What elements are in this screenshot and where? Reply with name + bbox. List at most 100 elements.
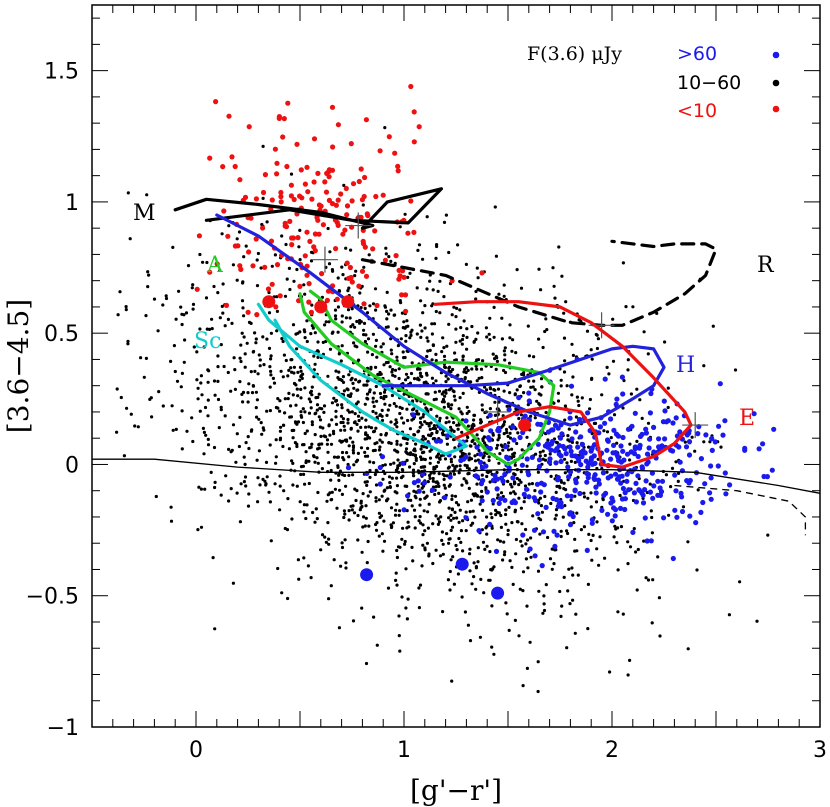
data-point-black-10-60 — [245, 341, 249, 345]
data-point-black-10-60 — [394, 404, 398, 408]
data-point-black-10-60 — [589, 491, 593, 495]
data-point-black-10-60 — [429, 407, 433, 411]
data-point-blue-gt60 — [683, 444, 690, 450]
data-point-black-10-60 — [543, 494, 547, 499]
data-point-black-10-60 — [286, 374, 290, 378]
data-point-black-10-60 — [369, 365, 373, 369]
data-point-black-10-60 — [555, 484, 559, 488]
data-point-black-10-60 — [454, 340, 458, 344]
data-point-black-10-60 — [255, 258, 259, 262]
data-point-black-10-60 — [480, 428, 484, 432]
data-point-black-10-60 — [452, 438, 456, 442]
data-point-black-10-60 — [321, 340, 325, 344]
data-point-black-10-60 — [453, 510, 457, 514]
data-point-black-10-60 — [416, 484, 420, 488]
data-point-black-10-60 — [541, 449, 545, 453]
data-point-black-10-60 — [235, 237, 239, 241]
data-point-black-10-60 — [276, 566, 280, 571]
data-point-black-10-60 — [404, 334, 408, 338]
data-point-red-lt10 — [225, 233, 231, 239]
data-point-black-10-60 — [287, 391, 291, 395]
data-point-black-10-60 — [428, 456, 433, 460]
y-tick-label: 1 — [65, 191, 79, 216]
data-point-black-10-60 — [419, 416, 423, 420]
data-point-black-10-60 — [452, 305, 456, 309]
data-point-black-10-60 — [282, 489, 286, 493]
data-point-red-lt10 — [395, 163, 401, 169]
data-point-blue-gt60 — [526, 398, 532, 404]
data-point-black-10-60 — [641, 496, 645, 500]
data-point-black-10-60 — [405, 617, 409, 621]
data-point-black-10-60 — [333, 308, 338, 312]
data-point-black-10-60 — [294, 421, 298, 425]
data-point-black-10-60 — [339, 428, 343, 432]
data-point-black-10-60 — [171, 245, 175, 249]
data-point-black-10-60 — [199, 381, 203, 385]
data-point-black-10-60 — [310, 303, 314, 307]
data-point-black-10-60 — [540, 385, 544, 389]
data-point-black-10-60 — [390, 524, 394, 529]
data-point-black-10-60 — [199, 525, 204, 529]
data-point-black-10-60 — [542, 608, 547, 613]
data-point-black-10-60 — [451, 389, 455, 393]
data-point-black-10-60 — [465, 466, 469, 470]
data-point-red-lt10 — [297, 193, 303, 199]
data-point-black-10-60 — [449, 460, 453, 464]
data-point-black-10-60 — [409, 333, 413, 337]
data-point-red-lt10 — [365, 213, 371, 219]
data-point-blue-gt60 — [637, 433, 644, 439]
data-point-red-lt10 — [283, 224, 290, 230]
data-point-black-10-60 — [161, 404, 165, 408]
data-point-black-10-60 — [324, 339, 328, 344]
data-point-black-10-60 — [395, 548, 399, 553]
data-point-red-lt10 — [335, 222, 341, 228]
data-point-black-10-60 — [366, 446, 370, 450]
data-point-black-10-60 — [607, 372, 611, 376]
data-point-black-10-60 — [360, 550, 364, 554]
data-point-black-10-60 — [605, 470, 609, 474]
data-point-black-10-60 — [247, 382, 251, 386]
data-point-black-10-60 — [436, 522, 440, 527]
data-point-black-10-60 — [383, 305, 387, 309]
data-point-black-10-60 — [278, 474, 282, 478]
data-point-black-10-60 — [406, 498, 410, 502]
data-point-black-10-60 — [386, 325, 390, 329]
data-point-black-10-60 — [405, 484, 409, 488]
data-point-blue-gt60 — [578, 462, 584, 468]
data-point-black-10-60 — [216, 354, 220, 358]
data-point-black-10-60 — [460, 430, 464, 434]
data-point-black-10-60 — [385, 317, 389, 321]
data-point-black-10-60 — [646, 421, 651, 425]
data-point-black-10-60 — [299, 396, 303, 400]
data-point-black-10-60 — [315, 403, 320, 407]
data-point-black-10-60 — [396, 464, 400, 468]
data-point-black-10-60 — [517, 634, 521, 638]
data-point-black-10-60 — [376, 372, 380, 377]
data-point-black-10-60 — [258, 364, 262, 368]
data-point-red-lt10 — [304, 229, 310, 235]
data-point-black-10-60 — [526, 324, 530, 328]
data-point-black-10-60 — [367, 425, 371, 429]
data-point-black-10-60 — [315, 456, 319, 460]
data-point-blue-gt60 — [761, 473, 767, 480]
data-point-black-10-60 — [586, 582, 591, 587]
data-point-black-10-60 — [446, 466, 450, 470]
data-point-blue-gt60 — [602, 376, 608, 382]
data-point-blue-gt60 — [677, 459, 683, 465]
data-point-blue-gt60 — [567, 444, 573, 450]
data-point-red-lt10 — [356, 178, 362, 185]
data-point-black-10-60 — [574, 415, 579, 419]
data-point-black-10-60 — [397, 513, 401, 517]
data-point-black-10-60 — [425, 215, 429, 219]
data-point-black-10-60 — [385, 413, 389, 417]
curve-stellar-locus-dashed — [674, 484, 807, 536]
data-point-black-10-60 — [419, 335, 423, 339]
data-point-red-lt10 — [408, 198, 414, 204]
data-point-black-10-60 — [355, 319, 359, 324]
data-point-black-10-60 — [421, 457, 425, 461]
data-point-black-10-60 — [541, 457, 545, 461]
data-point-black-10-60 — [385, 499, 389, 503]
data-point-black-10-60 — [485, 388, 489, 392]
data-point-black-10-60 — [424, 371, 429, 375]
